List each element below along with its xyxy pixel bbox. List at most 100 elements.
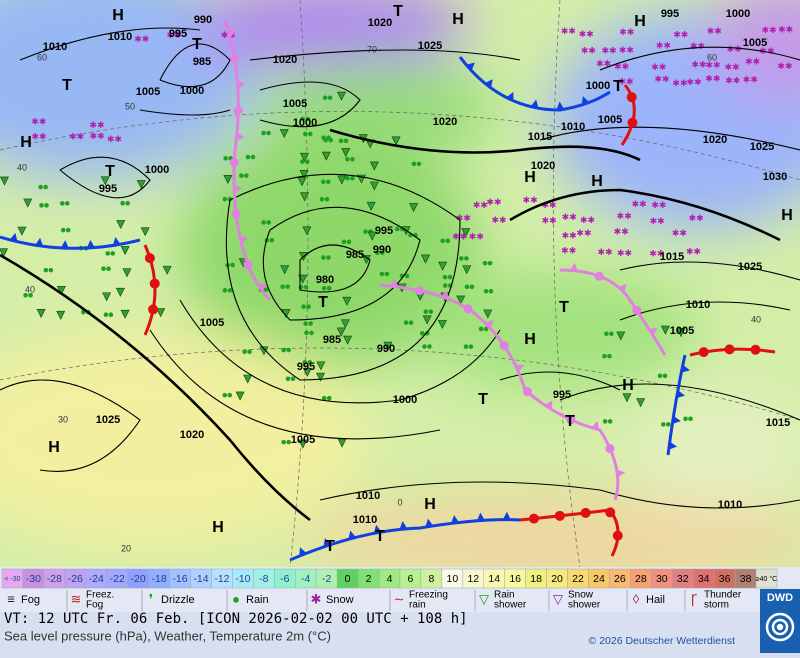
rain-symbol: [321, 255, 326, 260]
temperature-label: 28: [635, 573, 647, 585]
rain-symbol: [303, 321, 308, 326]
temperature-label: -20: [131, 573, 146, 585]
rain-symbol: [459, 256, 464, 261]
map-area: ✱✱ ✱✱✱✱ ✱✱ ✱✱ ✱✱✱✱ ✱✱ ✱✱ ✱✱ ✱✱ ✱✱ ✱✱✱✱ ✱✱ ✱✱ ✱✱ ✱✱ ✱✱ ✱✱…: [0, 0, 800, 567]
front-symbol: [440, 290, 449, 299]
weather-legend-label: rain: [409, 600, 426, 611]
logo-text: DWD: [767, 592, 793, 604]
rain-symbol: [263, 287, 269, 292]
rain-symbol: [607, 419, 613, 424]
rain-symbol: [325, 179, 331, 185]
rain-symbol: [101, 266, 106, 272]
rain-shower-symbol: [316, 361, 326, 371]
rain-symbol: [666, 422, 671, 427]
rain-symbol: [304, 330, 309, 336]
front-triangle: [530, 99, 539, 109]
front-symbol: [230, 54, 240, 64]
rain-symbol: [345, 175, 350, 181]
rain-shower-symbol: [461, 228, 471, 238]
rain-symbol: [350, 175, 355, 181]
rain-shower-symbol: [297, 177, 307, 187]
rain-symbol: [404, 273, 410, 279]
rain-symbol: [422, 344, 427, 349]
temperature-label: -26: [68, 573, 83, 585]
rain-symbol: [380, 250, 385, 256]
rain-shower-symbol: [120, 309, 130, 319]
snow-symbol: ✱✱: [562, 231, 577, 241]
snow-symbol: ✱✱: [619, 27, 634, 37]
snow-symbol: ✱✱: [491, 215, 506, 225]
weather-legend-label: Snow: [326, 594, 354, 606]
temperature-label: 16: [509, 573, 521, 585]
rain-symbol: [307, 360, 313, 365]
snow-symbol: ✱✱: [614, 62, 629, 72]
snow-symbol: ✱✱: [672, 78, 687, 88]
front-triangle: [86, 239, 95, 249]
front-symbol: [236, 132, 245, 141]
rain-shower-symbol: [342, 296, 352, 306]
rain-symbol: [286, 347, 291, 353]
temperature-label: -14: [193, 573, 208, 585]
rain-shower-symbol: [140, 227, 150, 237]
rain-symbol: [48, 267, 54, 273]
pressure-center: H: [212, 519, 224, 536]
rain-symbol: [321, 395, 327, 401]
temperature-label: -18: [152, 573, 167, 585]
snow-symbol: ✱✱: [706, 60, 721, 70]
rain-shower-symbol: [391, 136, 401, 146]
weather-icon: ≡: [7, 591, 15, 606]
front-semicircle: [144, 253, 155, 264]
rain-shower-symbol: [156, 308, 166, 318]
rain-symbol: [105, 251, 111, 256]
front-triangle: [9, 232, 18, 242]
rain-symbol: [227, 288, 233, 293]
temperature-label: -12: [214, 573, 229, 585]
rain-symbol: [363, 229, 368, 234]
front-semicircle: [148, 304, 159, 315]
front-semicircle: [750, 344, 761, 355]
isotherm-label: 40: [17, 162, 27, 172]
rain-symbol: [326, 285, 332, 291]
front-semicircle: [149, 278, 160, 289]
pressure-center: H: [781, 207, 793, 224]
front: [289, 518, 521, 562]
rain-shower-symbol: [383, 341, 393, 351]
rain-symbol: [469, 284, 475, 290]
rain-symbol: [65, 227, 71, 233]
rain-shower-symbol: [636, 398, 646, 408]
rain-symbol: [281, 347, 286, 353]
snow-symbol: ✱✱: [689, 213, 704, 223]
rain-shower-symbol: [243, 374, 253, 384]
rain-shower-symbol: [409, 203, 419, 213]
rain-shower-symbol: [337, 175, 347, 185]
isotherm-label: 50: [125, 101, 135, 111]
isotherm-label: 60: [37, 52, 47, 62]
temperature-label: -28: [47, 573, 62, 585]
rain-shower-symbol: [17, 226, 27, 236]
rain-shower-symbol: [280, 265, 290, 275]
rain-symbol: [442, 283, 448, 288]
front-triangle: [323, 538, 332, 548]
rain-symbol: [607, 353, 612, 359]
pressure-label: 1000: [293, 117, 317, 129]
rain-shower-symbol: [421, 254, 431, 264]
rain-symbol: [222, 288, 228, 293]
rain-shower-symbol: [340, 319, 350, 329]
rain-symbol: [345, 156, 350, 162]
rain-symbol: [266, 220, 271, 225]
temperature-label: -24: [89, 573, 104, 585]
rain-shower-symbol: [456, 295, 466, 305]
rain-symbol: [609, 331, 614, 337]
snow-symbol: ✱✱: [69, 131, 84, 141]
front-triangle: [484, 79, 493, 89]
pressure-center: T: [105, 163, 115, 180]
rain-symbol: [247, 349, 252, 355]
snow-symbol: ✱✱: [598, 247, 613, 257]
rain-symbol: [302, 131, 308, 137]
front-triangle: [299, 547, 307, 557]
rain-symbol: [419, 331, 425, 336]
pressure-label: 1020: [433, 116, 457, 128]
pressure-label: 1010: [561, 121, 585, 133]
rain-symbol: [343, 138, 349, 144]
snow-symbol: ✱✱: [745, 57, 760, 67]
